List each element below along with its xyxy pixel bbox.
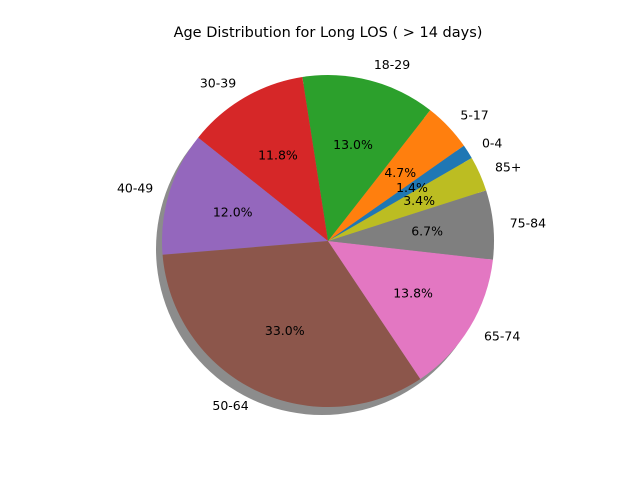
slice-label-30-39: 30-39 <box>200 76 236 91</box>
pie-slice-50-64 <box>162 241 421 407</box>
pie-slice-5-17 <box>328 110 464 242</box>
slice-percent-40-49: 12.0% <box>213 205 253 220</box>
pie-slice-85+ <box>328 158 487 241</box>
slice-percent-85+: 3.4% <box>403 193 435 208</box>
slice-label-65-74: 65-74 <box>484 328 520 343</box>
slice-percent-0-4: 1.4% <box>396 180 428 195</box>
slice-label-18-29: 18-29 <box>374 57 410 72</box>
pie-labels: 0-4 1.4% 5-17 4.7% 18-29 13.0% 30-39 11.8% 40-49… <box>117 57 546 413</box>
pie-slices <box>162 75 494 407</box>
pie-slice-18-29 <box>302 75 431 241</box>
slice-percent-30-39: 11.8% <box>258 147 298 162</box>
slice-label-0-4: 0-4 <box>482 135 502 150</box>
pie-slice-75-84 <box>328 190 494 260</box>
slice-label-5-17: 5-17 <box>460 108 488 123</box>
pie-slice-0-4 <box>328 145 472 241</box>
pie-slice-40-49 <box>162 137 328 255</box>
slice-percent-65-74: 13.8% <box>393 285 433 300</box>
slice-percent-50-64: 33.0% <box>265 323 305 338</box>
slice-percent-75-84: 6.7% <box>411 224 443 239</box>
slice-percent-5-17: 4.7% <box>384 165 416 180</box>
pie-slice-65-74 <box>328 241 493 379</box>
slice-label-50-64: 50-64 <box>212 398 248 413</box>
pie-slice-30-39 <box>198 77 328 241</box>
slice-percent-18-29: 13.0% <box>333 137 373 152</box>
slice-label-85+: 85+ <box>495 160 521 175</box>
slice-label-40-49: 40-49 <box>117 180 153 195</box>
slice-label-75-84: 75-84 <box>510 216 546 231</box>
chart-title: Age Distribution for Long LOS ( > 14 day… <box>174 25 483 41</box>
